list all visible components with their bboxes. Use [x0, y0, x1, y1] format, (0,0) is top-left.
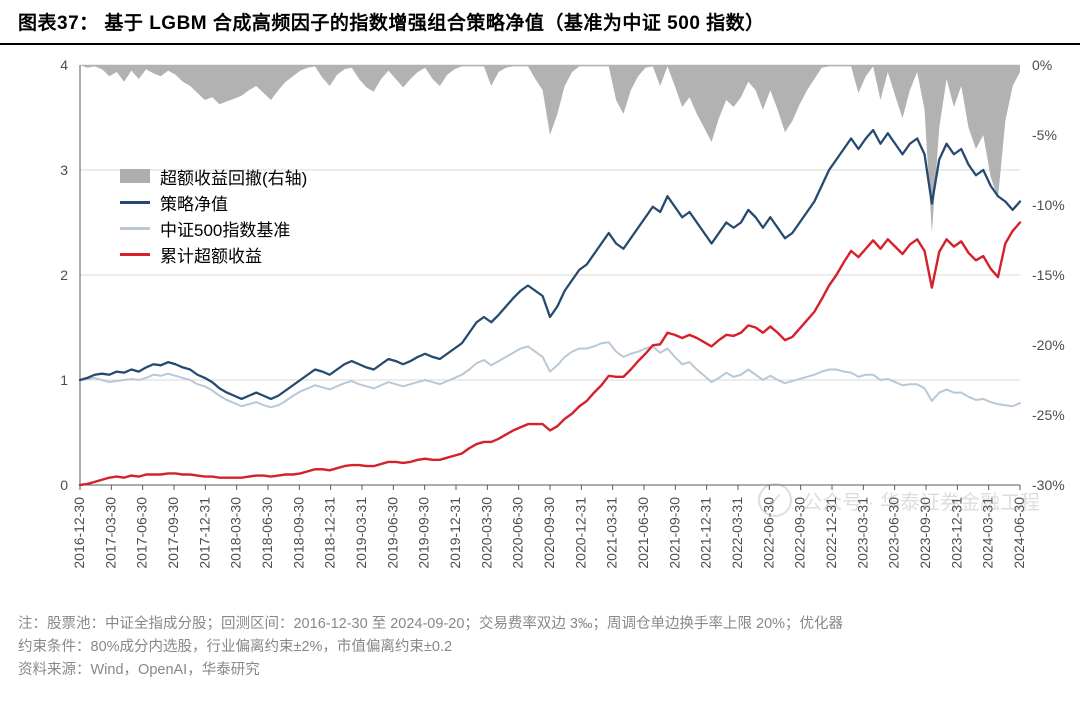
svg-text:2: 2	[60, 267, 68, 283]
footnotes: 注：股票池：中证全指成分股；回测区间：2016-12-30 至 2024-09-…	[0, 605, 1080, 687]
svg-text:-10%: -10%	[1032, 197, 1065, 213]
svg-text:2018-12-31: 2018-12-31	[322, 497, 338, 569]
svg-text:3: 3	[60, 162, 68, 178]
svg-text:2019-09-30: 2019-09-30	[416, 497, 432, 569]
svg-text:4: 4	[60, 57, 68, 73]
svg-text:-30%: -30%	[1032, 477, 1065, 493]
svg-text:-15%: -15%	[1032, 267, 1065, 283]
legend-item: 中证500指数基准	[120, 215, 307, 241]
svg-text:2020-03-30: 2020-03-30	[478, 497, 494, 569]
svg-text:2024-06-30: 2024-06-30	[1011, 497, 1027, 569]
svg-text:0%: 0%	[1032, 57, 1052, 73]
svg-text:2017-12-31: 2017-12-31	[196, 497, 212, 569]
legend-swatch	[120, 253, 150, 256]
legend: 超额收益回撤(右轴) 策略净值 中证500指数基准 累计超额收益	[120, 163, 307, 267]
legend-swatch	[120, 169, 150, 183]
chart-area: 0 1 2 3 4 0% -5% -10% -15% -20% -25% -30% 2016-12-30…	[0, 45, 1080, 605]
svg-text:2023-03-31: 2023-03-31	[854, 497, 870, 569]
svg-text:2022-09-30: 2022-09-30	[792, 497, 808, 569]
svg-text:2022-12-31: 2022-12-31	[823, 497, 839, 569]
svg-text:2017-03-30: 2017-03-30	[102, 497, 118, 569]
svg-text:-20%: -20%	[1032, 337, 1065, 353]
svg-text:2022-03-31: 2022-03-31	[729, 497, 745, 569]
svg-text:2024-03-31: 2024-03-31	[980, 497, 996, 569]
source-line: 资料来源：Wind，OpenAI，华泰研究	[18, 659, 1062, 682]
footnote-line: 约束条件：80%成分内选股，行业偏离约束±2%，市值偏离约束±0.2	[18, 636, 1062, 659]
chart-svg: 0 1 2 3 4 0% -5% -10% -15% -20% -25% -30% 2016-12-30…	[0, 45, 1080, 605]
svg-text:1: 1	[60, 372, 68, 388]
svg-text:2019-03-31: 2019-03-31	[353, 497, 369, 569]
svg-text:2022-06-30: 2022-06-30	[760, 497, 776, 569]
legend-label: 策略净值	[160, 190, 228, 215]
svg-text:2023-06-30: 2023-06-30	[886, 497, 902, 569]
svg-text:2021-03-31: 2021-03-31	[604, 497, 620, 569]
legend-item: 策略净值	[120, 189, 307, 215]
svg-text:2021-09-30: 2021-09-30	[666, 497, 682, 569]
chart-title-bar: 图表37： 基于 LGBM 合成高频因子的指数增强组合策略净值（基准为中证 50…	[0, 0, 1080, 45]
svg-text:2020-06-30: 2020-06-30	[510, 497, 526, 569]
svg-text:2018-09-30: 2018-09-30	[290, 497, 306, 569]
svg-text:0: 0	[60, 477, 68, 493]
legend-swatch	[120, 227, 150, 230]
svg-text:2017-09-30: 2017-09-30	[165, 497, 181, 569]
svg-text:2021-06-30: 2021-06-30	[635, 497, 651, 569]
svg-text:2020-09-30: 2020-09-30	[541, 497, 557, 569]
legend-label: 中证500指数基准	[160, 216, 290, 241]
legend-label: 超额收益回撤(右轴)	[160, 164, 307, 189]
legend-item: 超额收益回撤(右轴)	[120, 163, 307, 189]
chart-title: 图表37： 基于 LGBM 合成高频因子的指数增强组合策略净值（基准为中证 50…	[18, 8, 1062, 35]
svg-text:-25%: -25%	[1032, 407, 1065, 423]
legend-item: 累计超额收益	[120, 241, 307, 267]
svg-text:2023-09-30: 2023-09-30	[917, 497, 933, 569]
svg-text:2023-12-31: 2023-12-31	[948, 497, 964, 569]
svg-text:2016-12-30: 2016-12-30	[71, 497, 87, 569]
svg-text:2018-03-30: 2018-03-30	[228, 497, 244, 569]
svg-text:2020-12-31: 2020-12-31	[572, 497, 588, 569]
svg-text:2018-06-30: 2018-06-30	[259, 497, 275, 569]
legend-swatch	[120, 201, 150, 204]
svg-text:2017-06-30: 2017-06-30	[134, 497, 150, 569]
svg-text:-5%: -5%	[1032, 127, 1057, 143]
svg-text:2019-12-31: 2019-12-31	[447, 497, 463, 569]
svg-text:2019-06-30: 2019-06-30	[384, 497, 400, 569]
legend-label: 累计超额收益	[160, 242, 262, 267]
svg-text:2021-12-31: 2021-12-31	[698, 497, 714, 569]
footnote-line: 注：股票池：中证全指成分股；回测区间：2016-12-30 至 2024-09-…	[18, 613, 1062, 636]
